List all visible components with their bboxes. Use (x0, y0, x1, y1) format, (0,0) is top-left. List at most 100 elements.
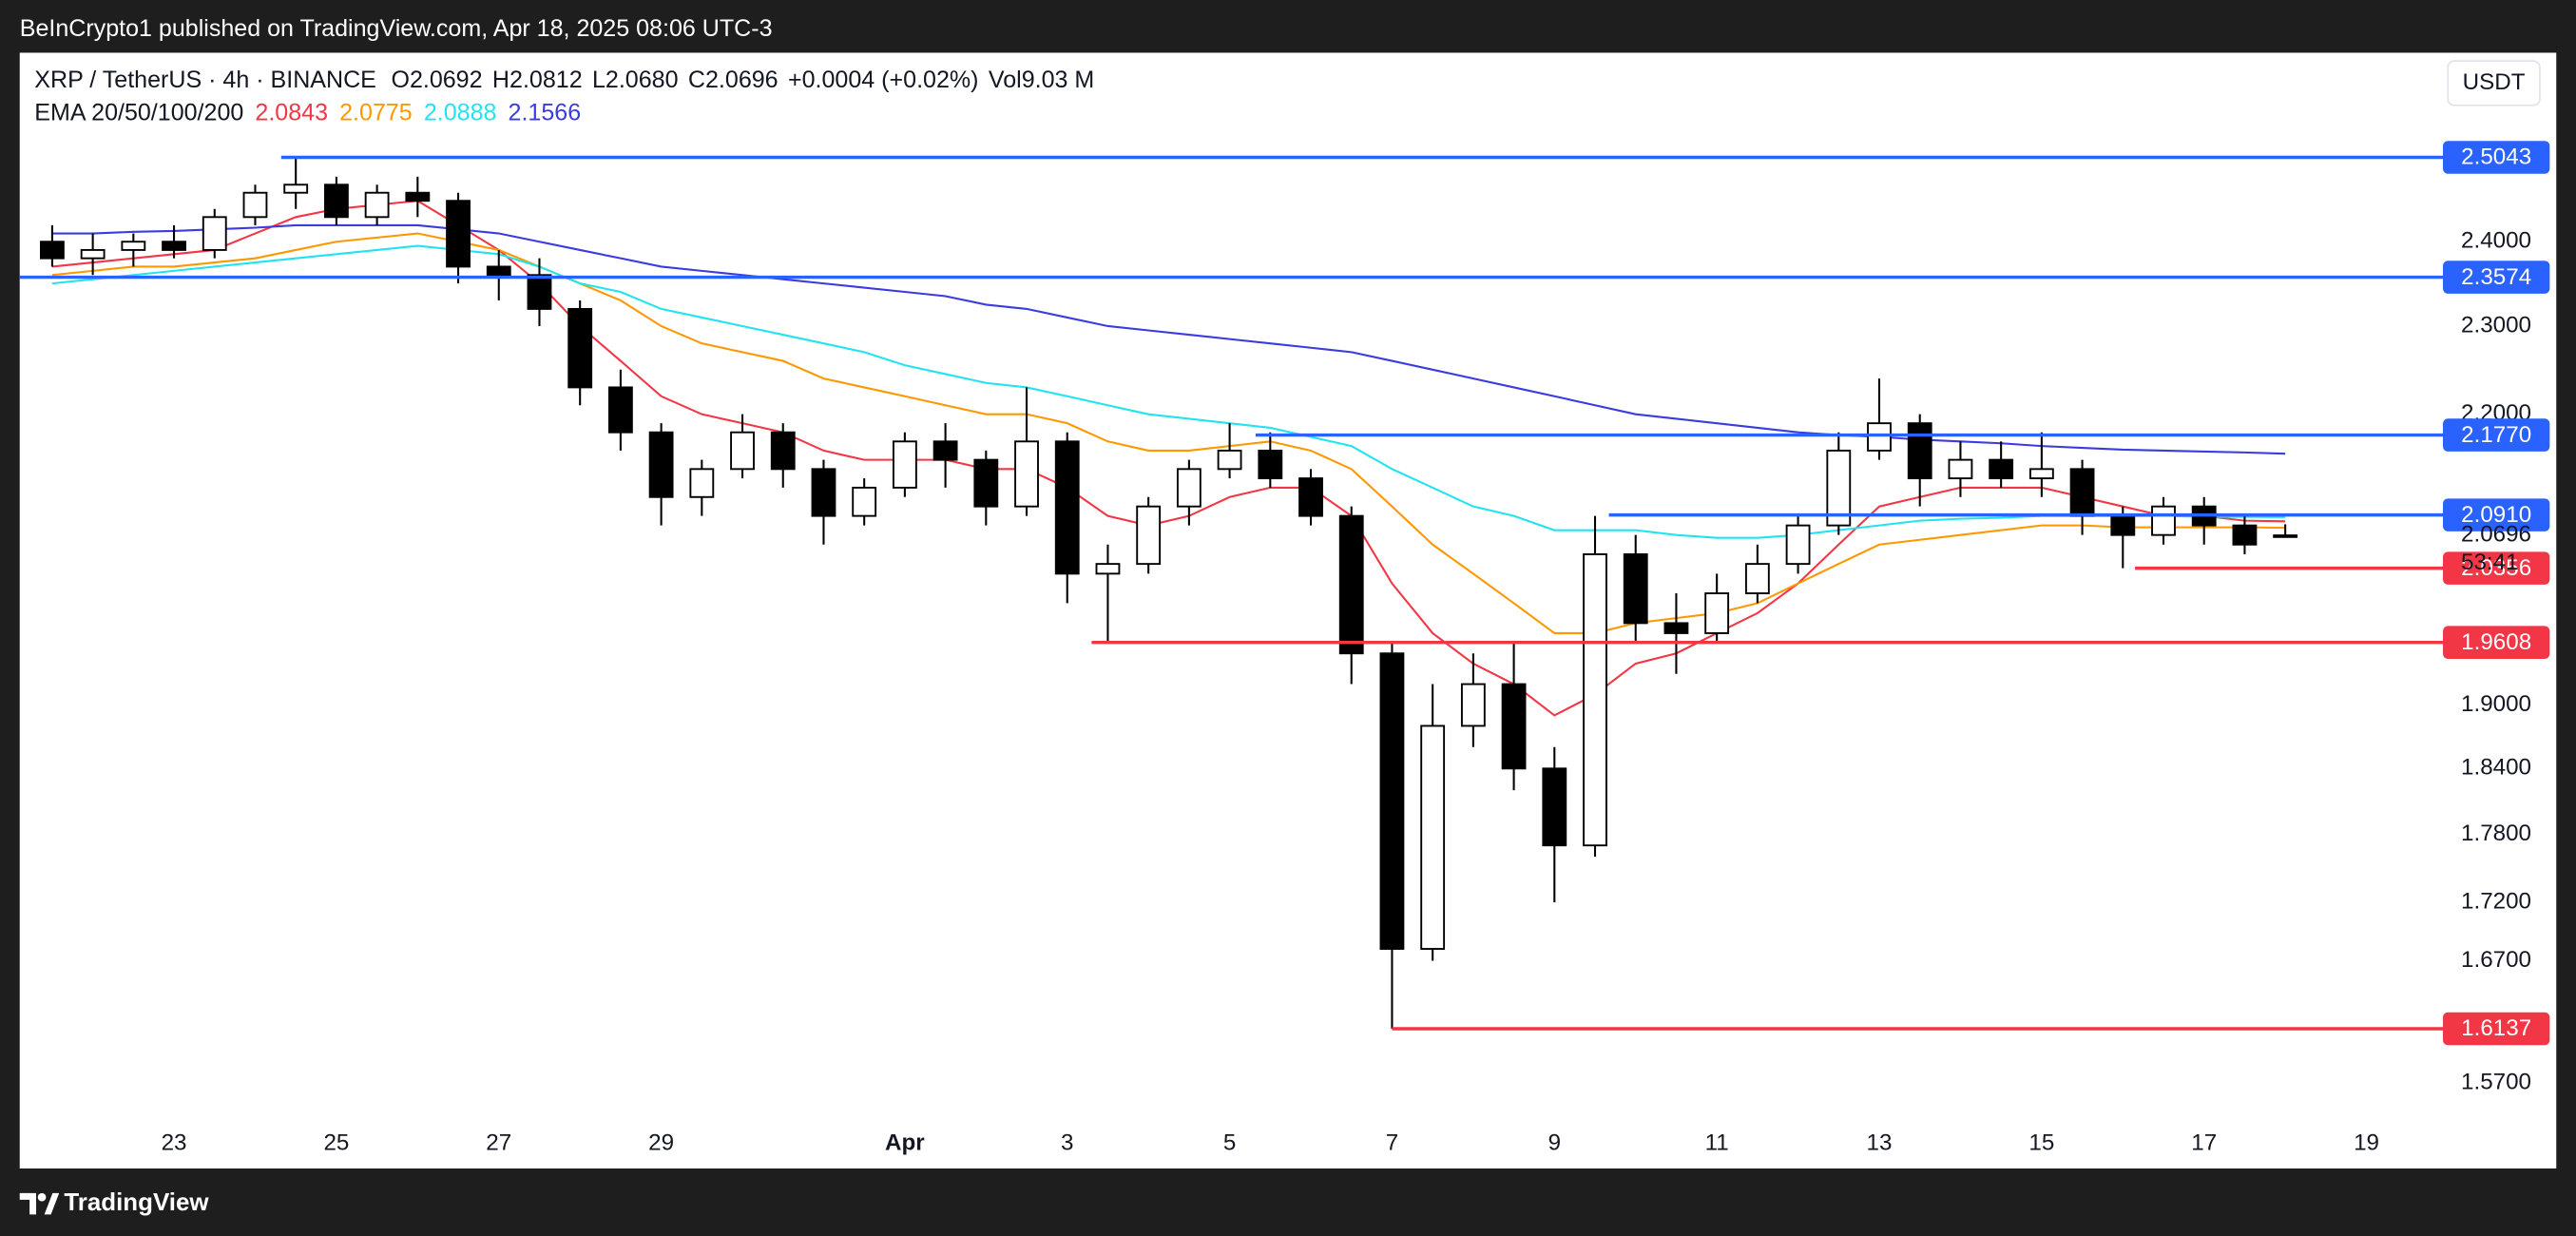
candle-body (2232, 524, 2258, 546)
candle-body (1095, 563, 1121, 575)
candle-body (405, 191, 431, 203)
candle-body (1338, 514, 1364, 655)
level-tag (2443, 1012, 2550, 1046)
ohlc-label: H (492, 66, 509, 92)
currency-button[interactable] (2447, 60, 2541, 106)
candle-body (1460, 683, 1486, 727)
candle-body (283, 183, 309, 194)
candle-body (1744, 563, 1770, 594)
bar-countdown: 53:41 (2461, 550, 2519, 575)
candle-body (1298, 477, 1323, 517)
candle-body (2151, 505, 2176, 536)
level-tag-label: 2.3574 (2461, 264, 2531, 290)
y-tick-label: 1.7800 (2461, 821, 2531, 846)
candle-body (323, 183, 349, 219)
candle-body (689, 468, 715, 498)
candle-body (892, 440, 917, 489)
indicator-value: 2.0888 (424, 99, 497, 126)
volume-label: Vol (989, 66, 1022, 92)
candle-body (1948, 458, 1973, 480)
level-tag (2443, 261, 2550, 294)
candle-body (1583, 552, 1607, 847)
candle-body (80, 248, 106, 260)
candle-body (40, 241, 65, 260)
candle-body (1989, 458, 2014, 480)
candle-body (486, 265, 511, 277)
ohlc-label: O (391, 66, 409, 92)
level-tag (2443, 498, 2550, 531)
ohlc-legend: XRP / TetherUS · 4h · BINANCE O2.0692 H2.0… (34, 66, 1094, 92)
ohlc-label: L (592, 66, 606, 92)
y-tick-label: 2.3000 (2461, 312, 2531, 338)
level-tag (2443, 626, 2550, 659)
candle-body (2028, 468, 2054, 480)
x-tick-label: 27 (486, 1130, 511, 1155)
x-tick-label: 25 (323, 1130, 349, 1155)
level-tag (2443, 418, 2550, 452)
indicator-label: EMA 20/50/100/200 (34, 99, 243, 126)
level-tag-label: 1.6137 (2461, 1015, 2531, 1041)
brand-name: TradingView (64, 1189, 209, 1216)
candle-body (1420, 724, 1446, 950)
candle-body (1014, 440, 1039, 508)
ohlc-value: 2.0692 (410, 66, 483, 92)
level-tag-label: 2.1770 (2461, 422, 2531, 448)
candle-body (607, 386, 633, 434)
candle-body (648, 431, 674, 498)
x-tick-label: 7 (1386, 1130, 1398, 1155)
level-tag (2443, 141, 2550, 174)
candle-body (973, 458, 999, 508)
level-tag-label: 1.9608 (2461, 629, 2531, 655)
y-tick-label: 1.8400 (2461, 755, 2531, 781)
plot-area (40, 157, 2298, 1029)
x-tick-label: 29 (648, 1130, 674, 1155)
candle-body (162, 241, 186, 251)
x-tick-label: Apr (885, 1130, 925, 1155)
indicator-value: 2.0775 (339, 99, 413, 126)
y-tick-label: 1.7200 (2461, 888, 2531, 914)
x-tick-label: 17 (2191, 1130, 2217, 1155)
x-tick-label: 19 (2354, 1130, 2379, 1155)
indicator-value: 2.0843 (255, 99, 328, 126)
candle-body (932, 440, 958, 461)
candle-body (1704, 592, 1730, 634)
candle-body (1542, 767, 1567, 847)
candle-body (2069, 468, 2095, 517)
brand-logo (19, 1192, 60, 1215)
candle-body (1501, 683, 1527, 770)
candle-body (811, 468, 836, 517)
candle-body (1867, 422, 1892, 452)
y-tick-label: 1.5700 (2461, 1070, 2531, 1095)
candle-body (1136, 505, 1162, 566)
level-tag-label: 2.5043 (2461, 145, 2531, 170)
x-tick-label: 3 (1061, 1130, 1073, 1155)
level-tag-label: 2.0356 (2461, 555, 2531, 581)
candle-body (121, 241, 146, 251)
x-tick-label: 23 (162, 1130, 187, 1155)
candle-body (567, 307, 593, 389)
candle-body (242, 191, 268, 219)
volume-value: 9.03 M (1022, 66, 1095, 92)
candle-body (1785, 524, 1811, 566)
change: +0.0004 (+0.02%) (788, 66, 979, 92)
candle-body (1258, 449, 1283, 480)
x-tick-label: 13 (1867, 1130, 1893, 1155)
candle-body (1663, 622, 1689, 634)
candle-body (1054, 440, 1080, 575)
ohlc-value: 2.0680 (606, 66, 679, 92)
ema-line (51, 244, 2286, 539)
current-price: 2.0696 (2461, 521, 2531, 547)
candle-body (1826, 449, 1852, 527)
candle-body (1217, 449, 1242, 471)
x-tick-label: 15 (2028, 1130, 2054, 1155)
ema-line (51, 200, 2286, 717)
candle-body (1623, 552, 1648, 625)
candle-body (364, 191, 390, 219)
candle-body (852, 486, 877, 517)
candle-body (770, 431, 796, 471)
ohlc-value: 2.0812 (509, 66, 583, 92)
symbol: XRP / TetherUS · 4h · BINANCE (34, 66, 376, 92)
